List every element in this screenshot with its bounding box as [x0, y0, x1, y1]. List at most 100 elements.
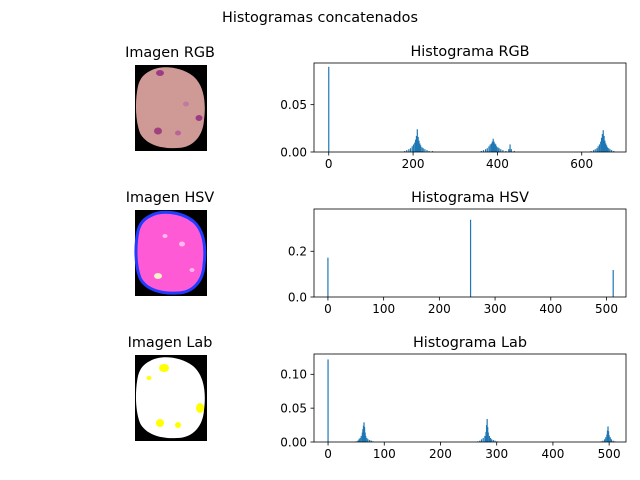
image-panel-rgb: Imagen RGB: [125, 45, 215, 151]
histogram-bar: [420, 145, 422, 152]
highlight-spot: [189, 268, 195, 272]
cell-shape-rgb: [135, 67, 205, 149]
x-tick-label: 400: [541, 447, 564, 461]
histogram-bar: [502, 150, 504, 152]
histogram-bar: [367, 439, 369, 442]
histogram-bar: [612, 440, 614, 442]
x-tick-label: 200: [429, 447, 452, 461]
histogram-bar: [428, 151, 430, 152]
x-tick-label: 200: [428, 302, 451, 316]
histogram-bar: [327, 359, 329, 442]
axes-frame: [313, 208, 627, 298]
histogram-bar: [482, 150, 485, 152]
y-tick-label: 0.10: [280, 368, 307, 382]
yellow-spot: [159, 364, 169, 372]
x-tick-label: 300: [484, 302, 507, 316]
histogram-bar: [598, 144, 601, 152]
image-title-lab: Imagen Lab: [128, 335, 213, 351]
x-tick-label: 0: [324, 302, 332, 316]
histogram-bar: [497, 147, 499, 152]
stain-spot: [175, 130, 181, 136]
histogram-bar: [606, 147, 609, 152]
histogram-bar: [603, 135, 605, 152]
histogram-bar: [426, 150, 428, 152]
histogram-bar: [597, 146, 599, 152]
x-tick-label: 400: [486, 157, 509, 171]
histogram-rgb-panel: Histograma RGB 0 200 400 600 0.00 0.05: [280, 44, 627, 171]
yellow-spot: [146, 376, 152, 380]
histogram-bar: [488, 146, 490, 152]
image-title-rgb: Imagen RGB: [125, 45, 215, 61]
yellow-spot: [175, 422, 181, 428]
histogram-bar: [412, 144, 415, 152]
histogram-bar: [416, 129, 418, 152]
yellow-spot: [156, 419, 164, 427]
histogram-bar: [605, 437, 607, 442]
histogram-bar: [485, 149, 487, 152]
histogram-bar: [417, 136, 419, 152]
histogram-bar: [594, 149, 596, 152]
histogram-bar: [604, 140, 606, 152]
histogram-bar: [489, 437, 492, 442]
stain-spot: [183, 101, 189, 107]
histogram-lab-panel: Histograma Lab 0 100 200 300 400 500 0.00 0.05 0.…: [280, 335, 627, 461]
y-tick-label: 0.00: [280, 145, 307, 159]
axes-frame: [313, 62, 627, 153]
histogram-bar: [359, 437, 361, 442]
histogram-bar: [419, 143, 421, 152]
histogram-bar: [484, 435, 486, 442]
yellow-spot: [196, 403, 204, 413]
histogram-bar: [609, 437, 611, 442]
histogram-bar: [508, 149, 510, 152]
figure-title: Histogramas concatenados: [222, 10, 418, 26]
histogram-bar: [609, 149, 611, 152]
histogram-bar: [498, 148, 500, 152]
histogram-bar: [494, 143, 496, 152]
histogram-bar: [480, 439, 483, 442]
histogram-bar: [421, 147, 423, 152]
axes-frame: [313, 353, 627, 443]
histogram-bar: [480, 151, 482, 152]
histogram-bar: [409, 148, 412, 152]
image-title-hsv: Imagen HSV: [126, 190, 215, 206]
histogram-bar: [366, 437, 368, 442]
x-tick-label: 500: [595, 302, 618, 316]
histogram-bar: [431, 151, 434, 152]
highlight-spot: [162, 234, 168, 238]
histogram-bar: [422, 148, 424, 152]
histogram-bar: [493, 141, 495, 152]
histogram-bar: [601, 134, 603, 152]
histogram-title-lab: Histograma Lab: [413, 335, 527, 351]
histogram-bar: [611, 150, 613, 152]
histogram-bar: [408, 149, 410, 152]
image-panel-lab: Imagen Lab: [128, 335, 213, 441]
histogram-bar: [495, 146, 498, 152]
y-tick-label: 0.00: [280, 435, 307, 449]
histogram-bar: [596, 148, 598, 152]
y-tick-label: 0.05: [280, 98, 307, 112]
histogram-title-hsv: Histograma HSV: [411, 190, 529, 206]
histogram-bar: [513, 151, 515, 152]
histogram-hsv-panel: Histograma HSV 0 100 200 300 400 500 0.0 0.2: [288, 190, 627, 316]
y-tick-label: 0.0: [288, 290, 307, 304]
histogram-bar: [418, 140, 420, 152]
x-tick-label: 600: [570, 157, 593, 171]
histogram-bar: [492, 138, 494, 152]
histogram-bar: [495, 144, 497, 152]
histogram-bar: [370, 440, 372, 442]
histogram-bar: [411, 146, 413, 152]
histogram-bar: [328, 66, 330, 152]
histogram-bar: [600, 141, 602, 152]
histogram-bar: [494, 440, 496, 442]
x-tick-label: 100: [372, 302, 395, 316]
histogram-bar: [415, 135, 418, 152]
histogram-bar: [602, 440, 604, 442]
histogram-bar: [357, 440, 359, 442]
histogram-bar: [424, 149, 426, 152]
stain-spot: [156, 70, 164, 76]
histogram-bar: [509, 144, 511, 152]
histogram-bar: [590, 151, 592, 152]
histogram-bar: [606, 145, 608, 152]
